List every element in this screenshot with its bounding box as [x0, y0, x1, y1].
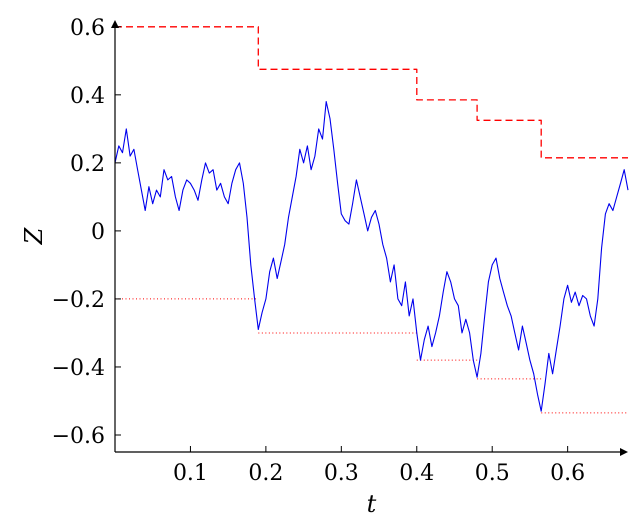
x-tick-label: 0.4 — [399, 461, 434, 486]
y-tick-label: 0.4 — [70, 84, 105, 109]
ticks: 0.1 0.2 0.3 0.4 0.5 0.6 0.6 0.4 0.2 0 −0.2 −0.4 −0.6 — [52, 16, 586, 486]
x-tick-label: 0.3 — [324, 461, 359, 486]
x-axis-arrowhead — [620, 448, 628, 456]
axes — [111, 20, 628, 456]
y-tick-label: 0.6 — [70, 16, 105, 41]
x-tick-label: 0.1 — [173, 461, 208, 486]
series-layer — [114, 26, 629, 412]
path-line — [114, 101, 629, 412]
dashed-upper-level-line — [115, 26, 628, 159]
y-tick-label: −0.2 — [52, 288, 105, 313]
x-tick-label: 0.2 — [248, 461, 283, 486]
x-tick-label: 0.5 — [475, 461, 510, 486]
x-axis-label: t — [367, 490, 377, 518]
y-tick-label: −0.4 — [52, 356, 105, 381]
y-axis-arrowhead — [111, 20, 119, 28]
dotted-lower-levels — [115, 298, 628, 414]
y-tick-label: −0.6 — [52, 424, 105, 449]
y-axis-label: Z — [20, 226, 48, 245]
x-tick-label: 0.6 — [550, 461, 585, 486]
y-tick-label: 0.2 — [70, 152, 105, 177]
y-tick-label: 0 — [91, 220, 105, 245]
